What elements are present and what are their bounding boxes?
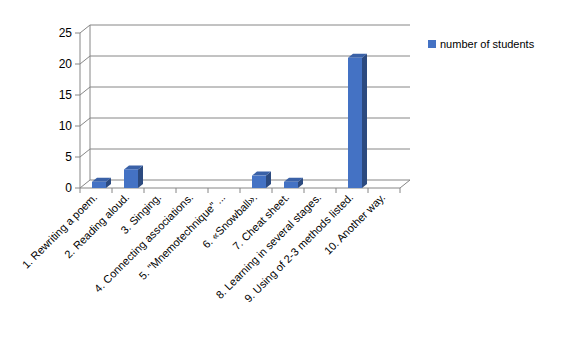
tick-mark xyxy=(75,64,80,65)
x-tick-mark xyxy=(80,188,81,193)
x-tick-mark xyxy=(272,188,273,193)
x-tick-mark xyxy=(240,188,241,193)
bar-group xyxy=(348,54,367,188)
tick-mark xyxy=(75,33,80,34)
back-wall-edge xyxy=(90,25,91,180)
tick-mark xyxy=(75,188,80,189)
y-axis-line xyxy=(80,33,81,188)
x-tick-label: 7. Cheat sheet. xyxy=(230,191,291,252)
x-tick-mark xyxy=(336,188,337,193)
grid-line-side xyxy=(80,180,90,188)
x-tick-label: 6. «Snowball». xyxy=(200,191,260,251)
x-tick-mark xyxy=(144,188,145,193)
chart-svg: 05101520251. Rewriting a poem.2. Reading… xyxy=(0,0,567,353)
bar xyxy=(284,182,298,188)
bars xyxy=(92,54,367,188)
bar xyxy=(316,188,330,189)
x-tick-mark xyxy=(304,188,305,193)
grid-line-side xyxy=(80,149,90,157)
grid-line-side xyxy=(80,87,90,95)
bar-top xyxy=(284,178,303,182)
x-tick-mark xyxy=(400,188,401,193)
x-tick-mark xyxy=(112,188,113,193)
legend: number of students xyxy=(428,38,535,50)
tick-mark xyxy=(75,95,80,96)
y-tick-label: 25 xyxy=(59,26,73,40)
bar xyxy=(380,188,394,189)
tick-mark xyxy=(75,126,80,127)
y-tick-label: 5 xyxy=(65,150,72,164)
grid-line-side xyxy=(80,25,90,33)
bar xyxy=(92,182,106,188)
bar-group xyxy=(124,165,143,188)
x-tick-mark xyxy=(176,188,177,193)
bar-side xyxy=(362,54,367,188)
bar xyxy=(220,188,234,189)
legend-swatch xyxy=(428,40,436,48)
x-tick-mark xyxy=(208,188,209,193)
chart-container: 05101520251. Rewriting a poem.2. Reading… xyxy=(0,0,567,353)
grid-line xyxy=(90,25,410,26)
x-tick-mark xyxy=(368,188,369,193)
y-tick-label: 10 xyxy=(59,119,73,133)
bar-group xyxy=(284,178,303,188)
bar-group xyxy=(92,178,111,188)
floor-edge xyxy=(400,180,410,188)
bar xyxy=(124,169,138,188)
bar xyxy=(252,176,266,188)
grid-line-side xyxy=(80,118,90,126)
bar-top xyxy=(124,165,143,169)
tick-mark xyxy=(75,157,80,158)
y-tick-label: 0 xyxy=(65,181,72,195)
grid-line-side xyxy=(80,56,90,64)
bar-top xyxy=(252,172,271,176)
y-tick-label: 20 xyxy=(59,57,73,71)
bar-top xyxy=(92,178,111,182)
bar-group xyxy=(252,172,271,188)
bar xyxy=(348,58,362,188)
legend-label: number of students xyxy=(440,38,535,50)
grid xyxy=(75,25,410,188)
y-tick-label: 15 xyxy=(59,88,73,102)
bar xyxy=(156,188,170,189)
x-tick-label: 10. Another way. xyxy=(322,191,388,257)
bar-top xyxy=(348,54,367,58)
bar xyxy=(188,188,202,189)
